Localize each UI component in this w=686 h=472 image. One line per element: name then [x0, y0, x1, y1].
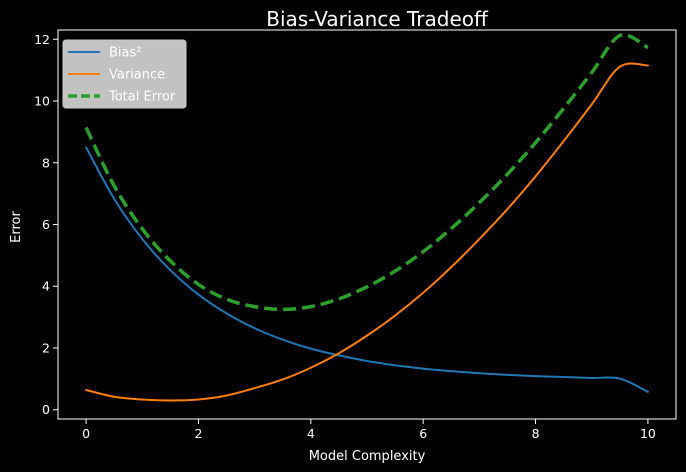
chart-title: Bias-Variance Tradeoff	[266, 7, 489, 31]
legend-label-3: Total Error	[108, 90, 176, 105]
x-tick-label: 10	[640, 426, 656, 441]
series-line-3	[84, 33, 649, 312]
y-tick-label: 12	[34, 32, 50, 47]
legend-label-2: Variance	[109, 68, 165, 83]
y-tick-label: 10	[34, 94, 50, 109]
y-tick-label: 6	[42, 217, 50, 232]
y-tick-label: 8	[42, 155, 50, 170]
y-tick-label: 2	[42, 340, 50, 355]
x-tick-label: 6	[419, 426, 427, 441]
series-line-2	[85, 62, 649, 402]
series-line-1	[85, 146, 649, 393]
y-tick-label: 0	[42, 402, 50, 417]
plot-area: 0 2 4 6 8 10 0 2 4 6 8 10 12	[34, 29, 677, 441]
x-axis-label: Model Complexity	[309, 449, 426, 464]
y-axis-label: Error	[9, 211, 24, 243]
x-tick-label: 0	[82, 426, 90, 441]
legend: Bias² Variance Total Error	[62, 39, 187, 109]
x-tick-label: 2	[194, 426, 202, 441]
y-tick-label: 4	[42, 279, 50, 294]
x-tick-label: 8	[532, 426, 540, 441]
legend-box	[62, 39, 187, 109]
x-tick-label: 4	[307, 426, 315, 441]
legend-label-1: Bias²	[109, 46, 141, 61]
